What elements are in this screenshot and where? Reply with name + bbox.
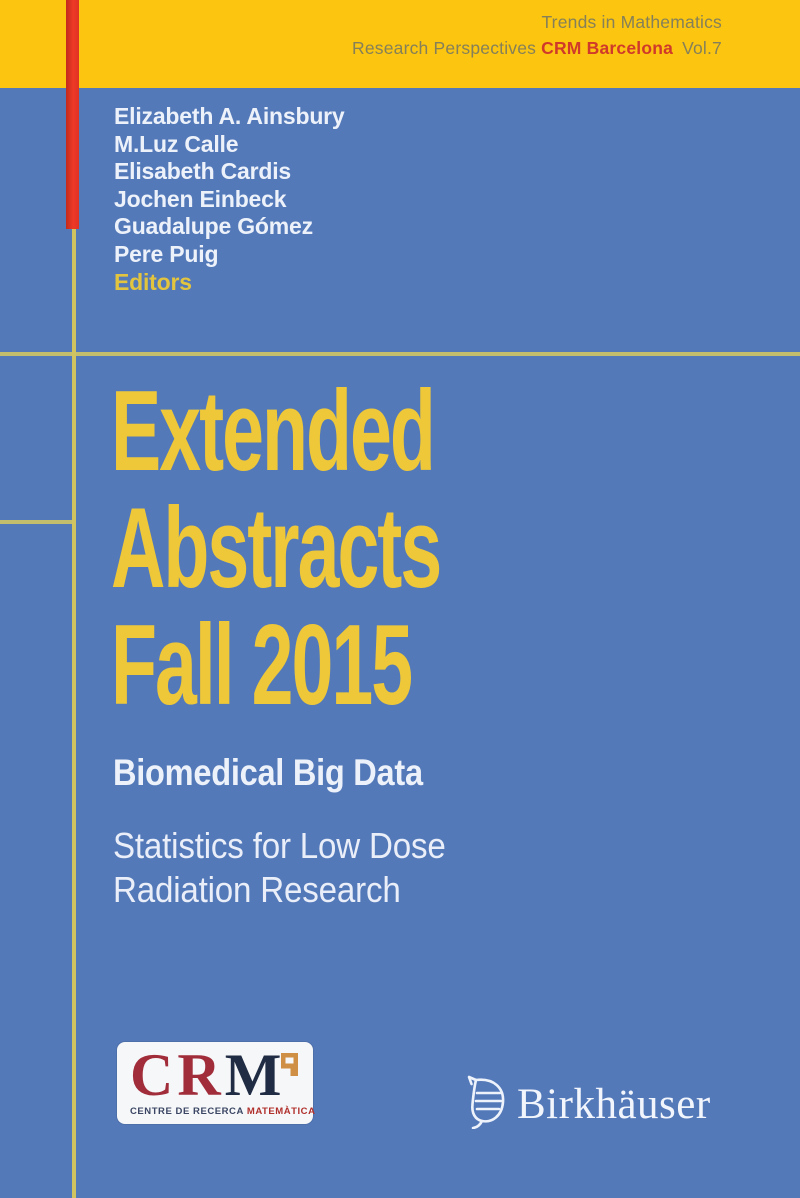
title-line: Fall 2015 bbox=[111, 602, 413, 729]
editor-name: Pere Puig bbox=[114, 240, 219, 267]
editor-name: Guadalupe Gómez bbox=[114, 213, 313, 240]
book-title: Extended Abstracts Fall 2015 bbox=[111, 373, 610, 724]
editors-label: Editors bbox=[114, 268, 192, 295]
subtitle-secondary: Statistics for Low Dose Radiation Resear… bbox=[113, 824, 446, 912]
editor-name: Elisabeth Cardis bbox=[114, 158, 292, 185]
series-subtitle-prefix: Research Perspectives bbox=[351, 38, 537, 58]
publisher-name: Birkhäuser bbox=[517, 1081, 711, 1128]
crm-letter: M bbox=[224, 1042, 286, 1108]
subtitle-secondary-line: Statistics for Low Dose bbox=[113, 825, 446, 866]
series-band: Trends in Mathematics Research Perspecti… bbox=[0, 0, 800, 88]
title-line: Abstracts bbox=[111, 485, 442, 612]
crm-tagline: CENTRE DE RECERCA MATEMÀTICA bbox=[130, 1106, 316, 1117]
crm-tagline-accent: MATEMÀTICA bbox=[246, 1106, 316, 1117]
series-title: Trends in Mathematics bbox=[541, 12, 722, 32]
editor-name: Elizabeth A. Ainsbury bbox=[114, 103, 345, 129]
crm-logo: CRM CENTRE DE RECERCA MATEMÀTICA bbox=[117, 1042, 316, 1124]
crm-tagline-main: CENTRE DE RECERCA bbox=[130, 1106, 244, 1117]
title-line: Extended bbox=[111, 368, 436, 495]
series-volume: Vol.7 bbox=[682, 38, 722, 58]
series-subtitle: Research Perspectives CRM Barcelona Vol.7 bbox=[352, 35, 722, 61]
vertical-rule bbox=[72, 88, 76, 1198]
crm-gnomon-icon bbox=[281, 1053, 298, 1081]
editor-name: M.Luz Calle bbox=[114, 130, 239, 157]
subtitle-primary: Biomedical Big Data bbox=[113, 752, 423, 793]
publisher-logo: Birkhäuser bbox=[464, 1075, 711, 1134]
red-accent-bar bbox=[66, 0, 79, 229]
crm-letter: R bbox=[177, 1042, 225, 1108]
editors-list: Elizabeth A. Ainsbury M.Luz Calle Elisab… bbox=[114, 103, 345, 296]
series-info: Trends in Mathematics Research Perspecti… bbox=[352, 9, 722, 61]
horizontal-rule-full bbox=[0, 352, 800, 356]
crm-acronym: CRM bbox=[130, 1042, 285, 1108]
series-brand: CRM Barcelona bbox=[541, 38, 674, 58]
horizontal-rule-short bbox=[0, 520, 72, 524]
subtitle-secondary-line: Radiation Research bbox=[113, 869, 401, 910]
editor-name: Jochen Einbeck bbox=[114, 185, 287, 212]
crm-letter: C bbox=[130, 1042, 178, 1108]
birkhauser-leaf-icon bbox=[464, 1075, 510, 1134]
